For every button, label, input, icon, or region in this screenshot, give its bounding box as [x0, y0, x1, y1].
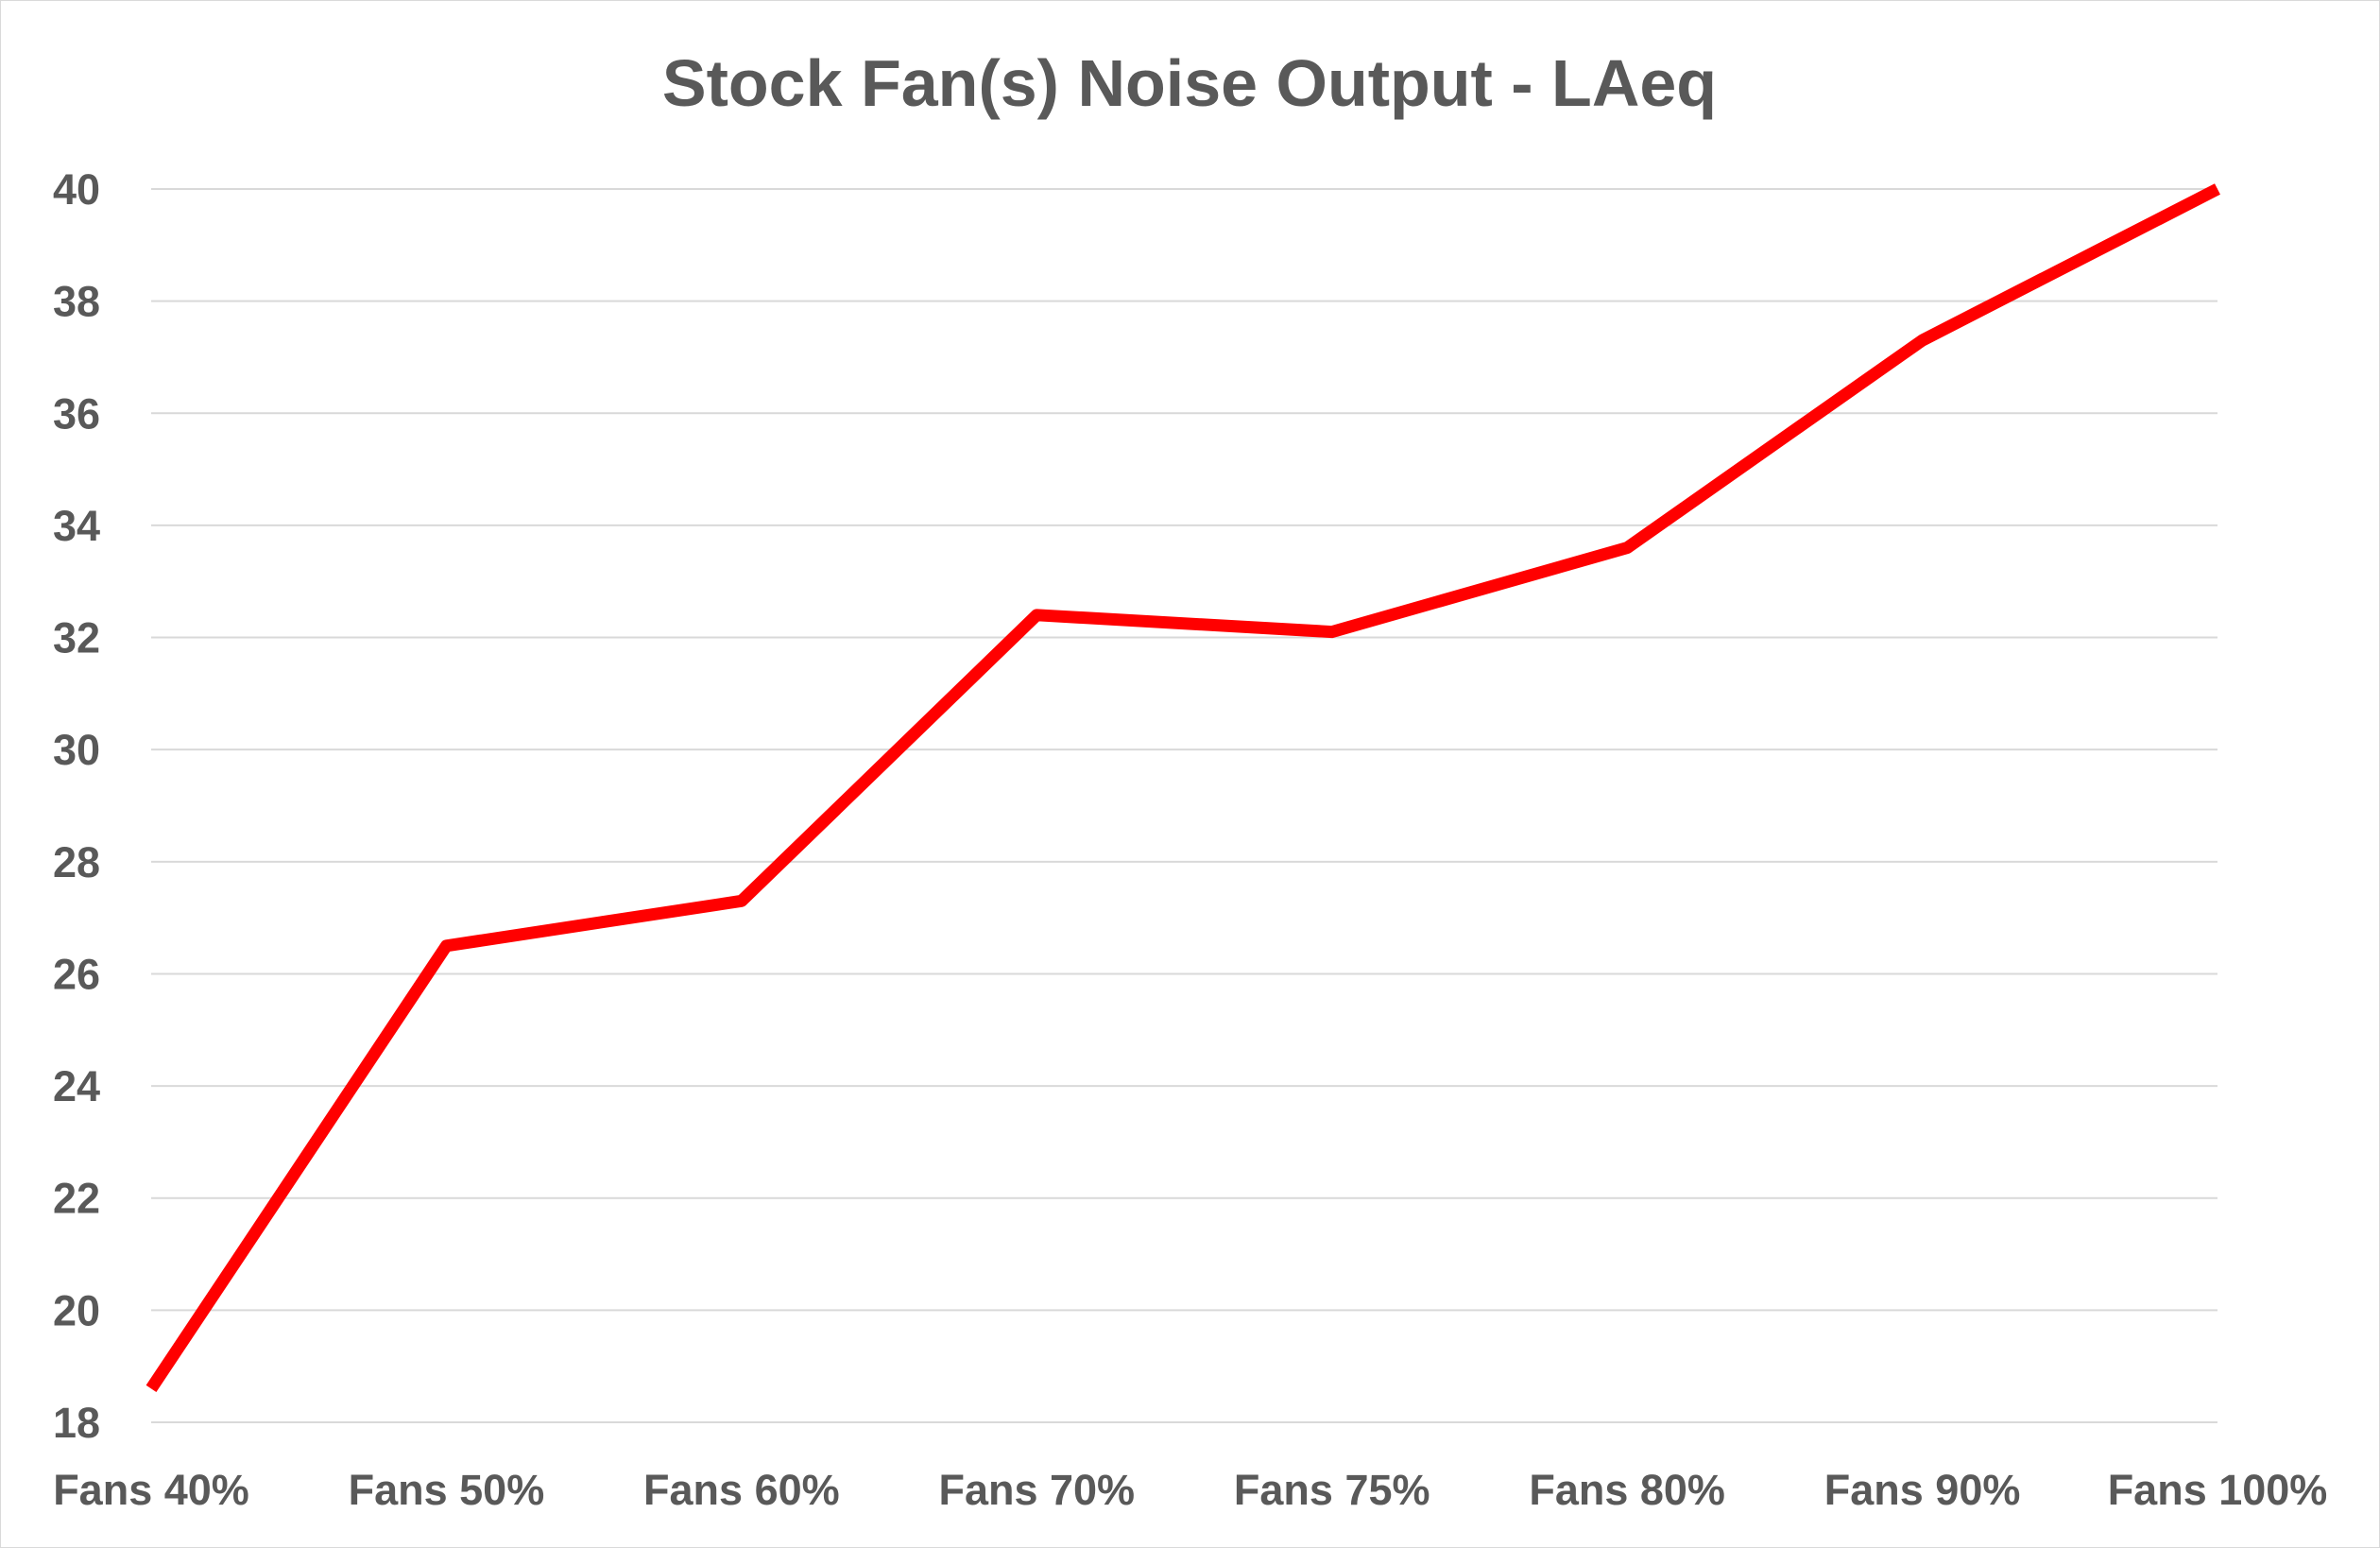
- x-tick-label: Fans 80%: [1529, 1466, 1725, 1514]
- y-tick-label: 20: [53, 1286, 100, 1334]
- series-line: [146, 183, 2220, 1393]
- y-tick-label: 18: [53, 1399, 100, 1447]
- y-axis-ticks: 18 20 22 24 26 28 30 32 34 36 38 40: [53, 165, 100, 1447]
- x-tick-label: Fans 90%: [1824, 1466, 2021, 1514]
- gridlines: [151, 188, 2217, 1423]
- x-axis-ticks: Fans 40% Fans 50% Fans 60% Fans 70% Fans 75%…: [53, 1466, 2327, 1514]
- x-tick-label: Fans 50%: [349, 1466, 545, 1514]
- x-tick-label: Fans 70%: [938, 1466, 1135, 1514]
- y-tick-label: 22: [53, 1175, 100, 1223]
- chart-title: Stock Fan(s) Noise Output - LAeq: [662, 46, 1717, 120]
- y-tick-label: 32: [53, 614, 100, 662]
- y-tick-label: 26: [53, 950, 100, 998]
- y-tick-label: 38: [53, 278, 100, 326]
- y-tick-label: 30: [53, 726, 100, 774]
- x-tick-label: Fans 100%: [2108, 1466, 2328, 1514]
- x-tick-label: Fans 60%: [643, 1466, 840, 1514]
- series-layer: [146, 183, 2220, 1393]
- x-tick-label: Fans 40%: [53, 1466, 249, 1514]
- y-tick-label: 28: [53, 838, 100, 886]
- y-tick-label: 36: [53, 389, 100, 438]
- y-tick-label: 40: [53, 165, 100, 214]
- y-tick-label: 34: [53, 502, 100, 550]
- y-tick-label: 24: [53, 1062, 100, 1110]
- x-tick-label: Fans 75%: [1234, 1466, 1430, 1514]
